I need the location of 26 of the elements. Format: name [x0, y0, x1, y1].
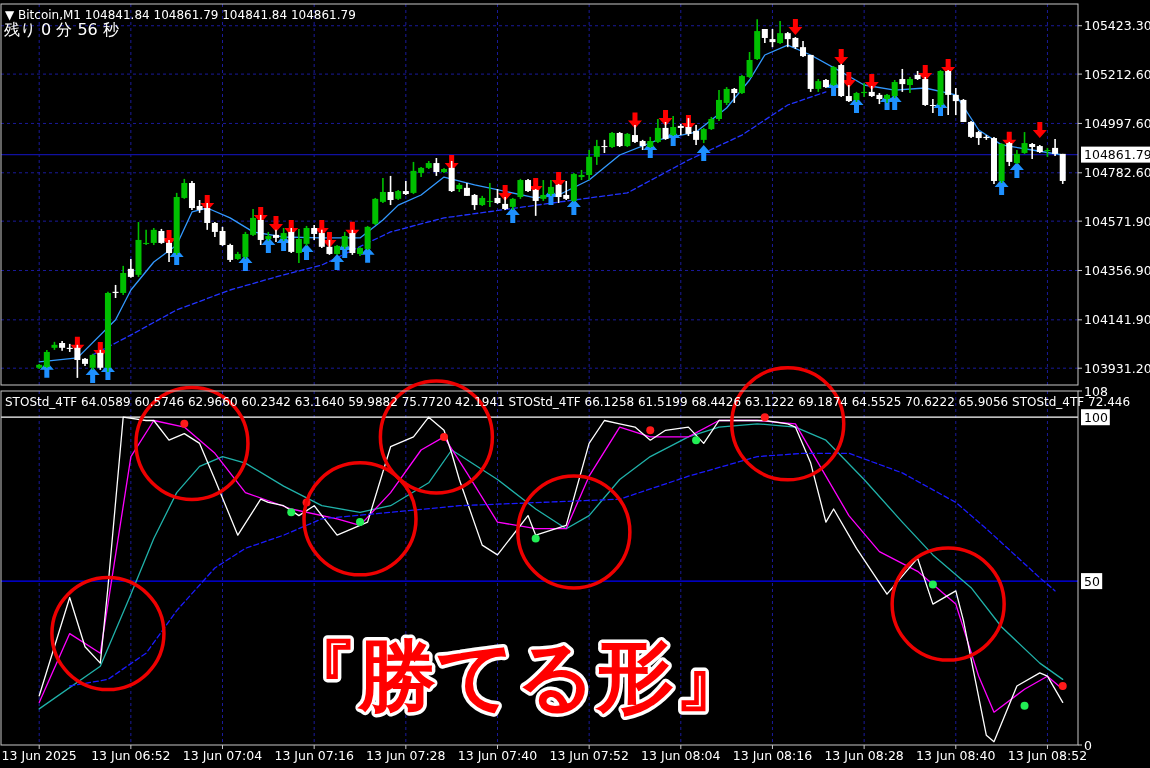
x-tick-label: 13 Jun 08:04 — [641, 748, 721, 763]
x-tick-label: 13 Jun 08:52 — [1007, 748, 1088, 763]
x-tick-label: 13 Jun 07:16 — [274, 748, 354, 763]
x-tick-label: 13 Jun 07:28 — [366, 748, 446, 763]
x-tick-label: 13 Jun 07:40 — [457, 748, 538, 763]
text: 残り 0 分 56 秒 — [4, 20, 119, 39]
x-tick-label: 13 Jun 08:28 — [824, 748, 904, 763]
chart-title: ▼ Bitcoin,M1 104841.84 104861.79 104841.84 104861.79 — [5, 8, 356, 22]
y-tick-label: 105423.30 — [1084, 18, 1150, 34]
y-tick-label: 103931.20 — [1084, 360, 1150, 376]
y-tick-label: 104782.60 — [1084, 165, 1150, 181]
x-tick-label: 13 Jun 08:40 — [916, 748, 996, 763]
annotation: 『勝てる形』 — [279, 631, 752, 721]
ref-line-label: 104861.79 — [1084, 147, 1150, 163]
x-tick-label: 13 Jun 2025 — [1, 748, 77, 763]
y-tick-label: 104571.90 — [1084, 213, 1150, 229]
x-tick-label: 13 Jun 06:52 — [91, 748, 171, 763]
x-tick-label: 13 Jun 07:04 — [182, 748, 263, 763]
y-tick-label: 105212.60 — [1084, 66, 1150, 82]
y-tick-label: 104356.90 — [1084, 262, 1150, 278]
ref-line-label: 100 — [1084, 409, 1108, 425]
ref-line-label: 50 — [1084, 573, 1100, 589]
y-tick-label: 104997.60 — [1084, 115, 1150, 131]
x-tick-label: 13 Jun 08:16 — [732, 748, 813, 763]
y-tick-label: 104141.90 — [1084, 312, 1150, 328]
x-tick-label: 13 Jun 07:52 — [549, 748, 629, 763]
